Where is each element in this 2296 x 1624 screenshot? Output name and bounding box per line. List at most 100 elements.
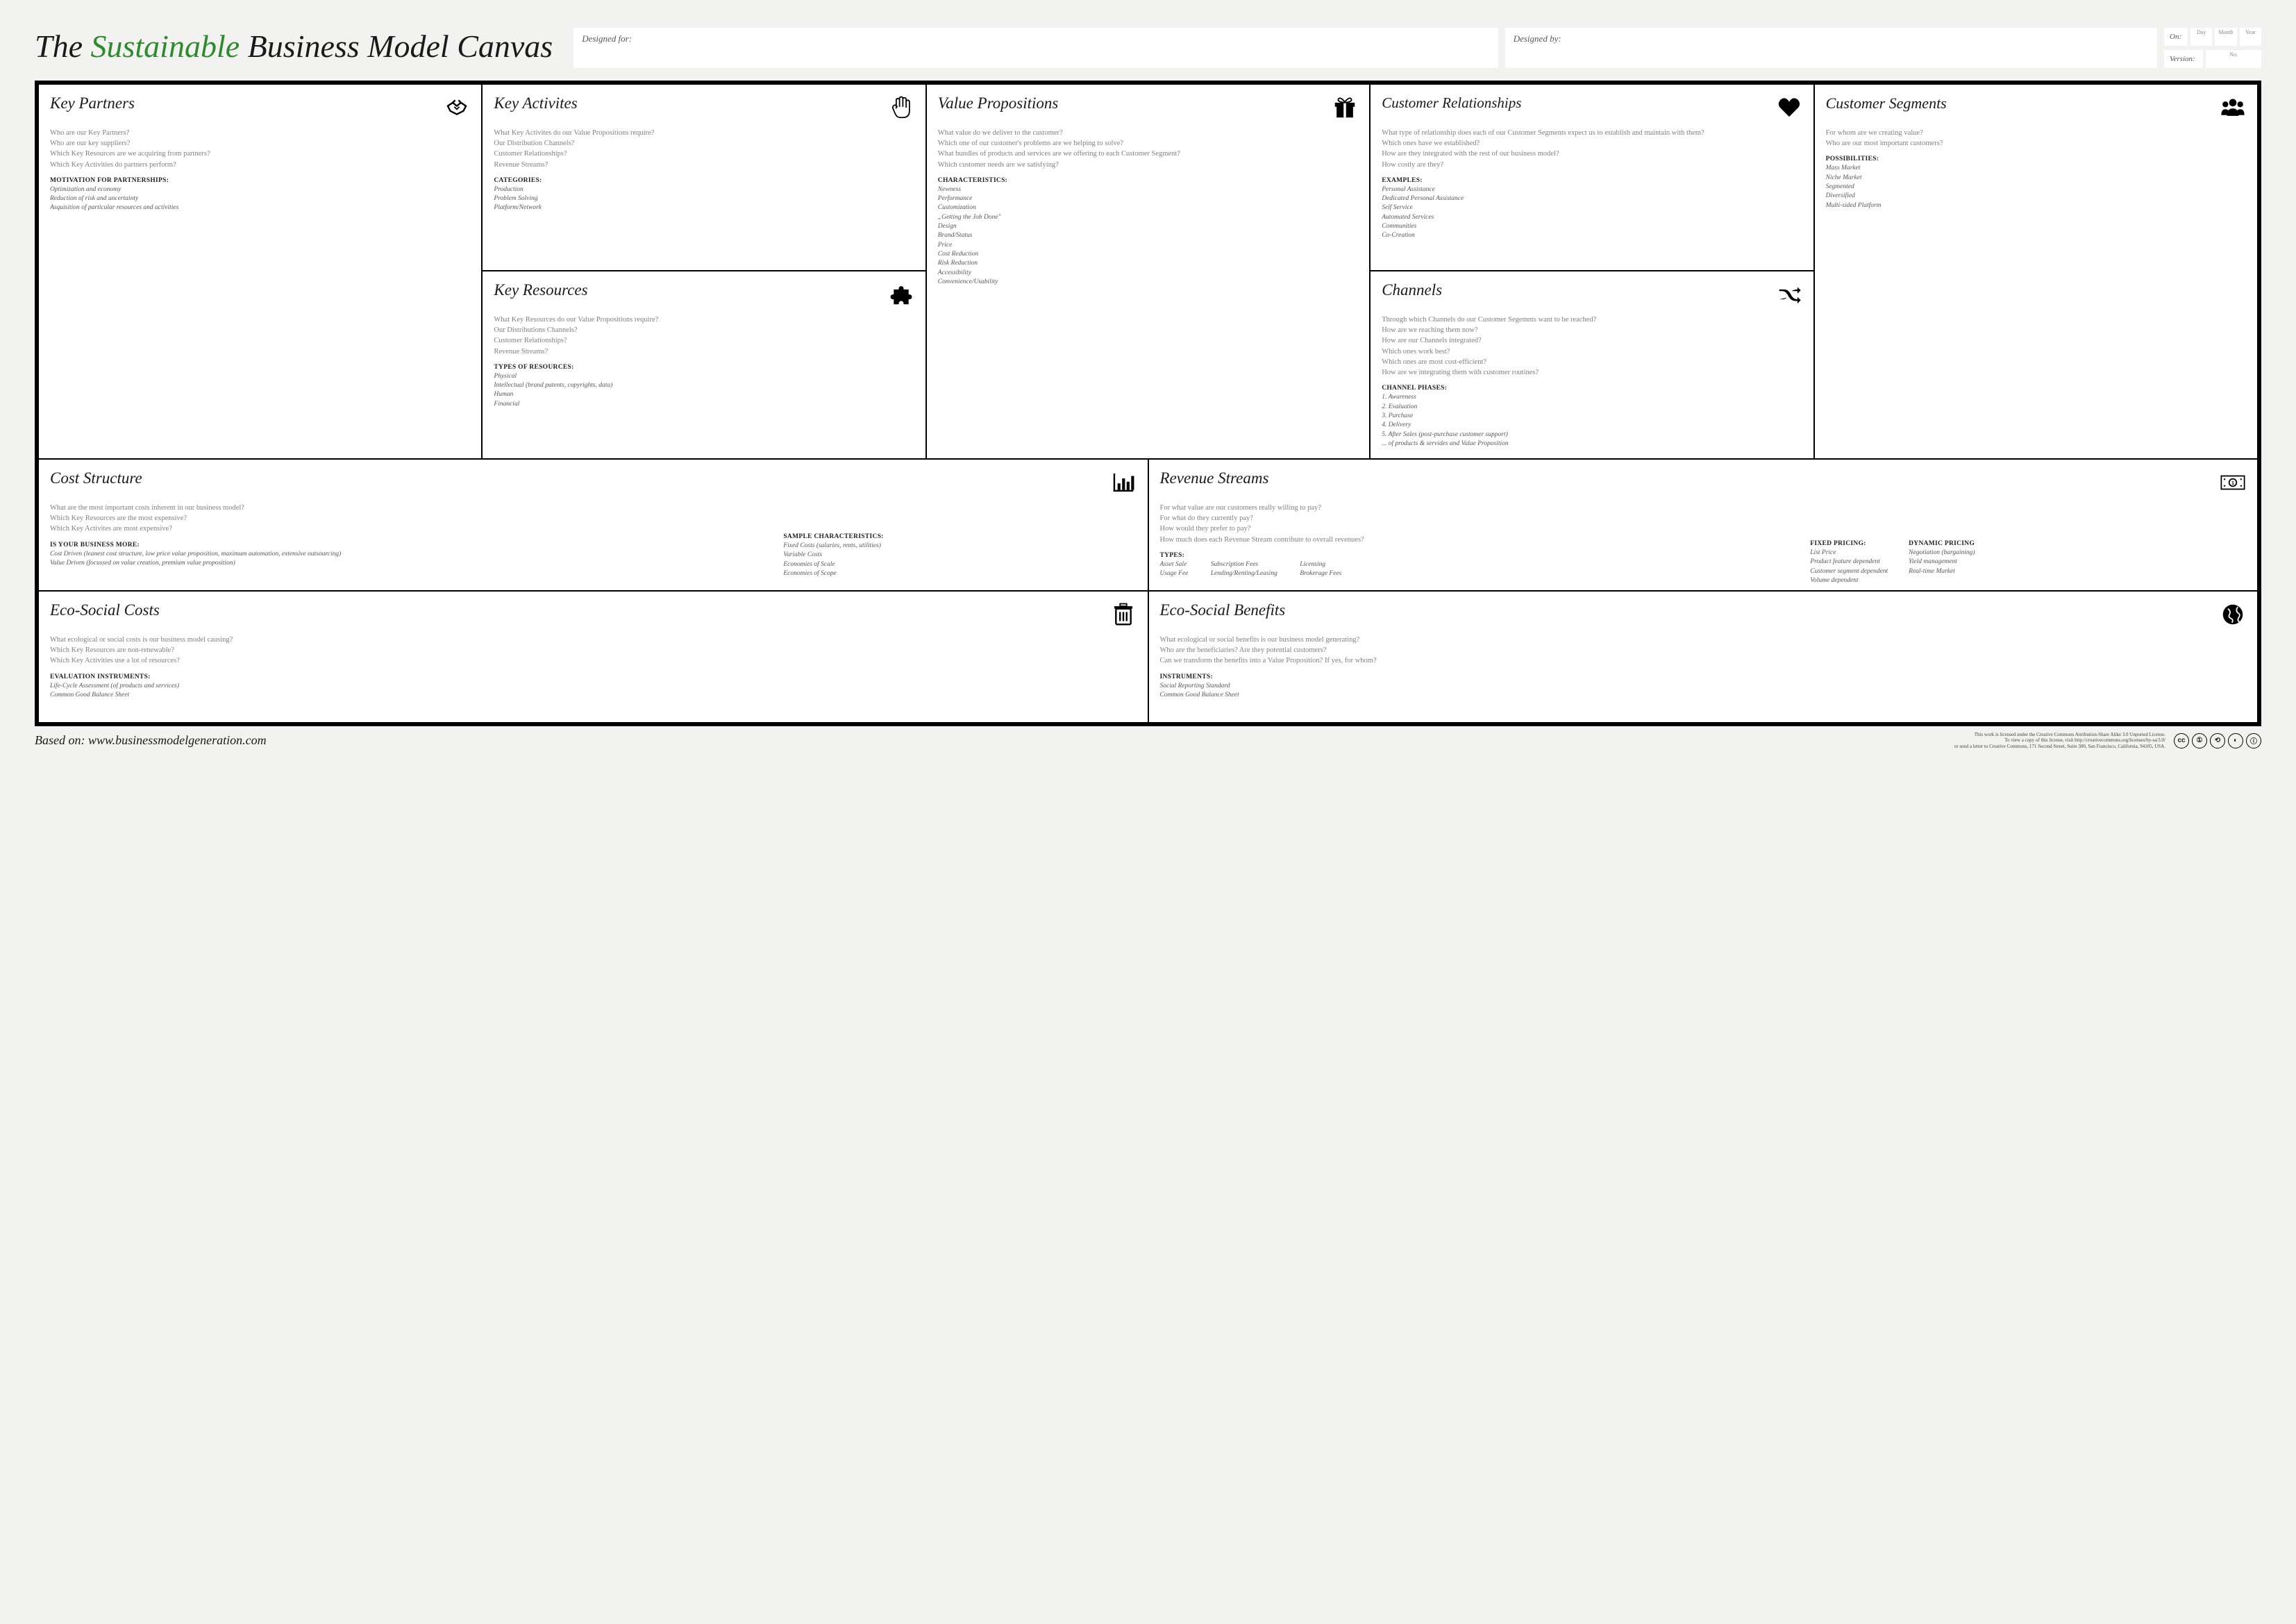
page-title: The Sustainable Business Model Canvas <box>35 28 567 65</box>
title-accent: Sustainable <box>91 28 240 64</box>
dynamic-pricing-items: Negotiation (bargaining)Yield management… <box>1909 549 1975 576</box>
revenue-types: Asset SaleUsage Fee Subscription FeesLen… <box>1160 560 1783 579</box>
gift-icon <box>1332 94 1358 121</box>
key-partners-subhead: MOTIVATION FOR PARTNERSHIPS: <box>50 177 470 184</box>
channels-questions: Through which Channels do our Customer S… <box>1382 315 1802 378</box>
channels-subitems: 1. Awareness2. Evaluation3. Purchase4. D… <box>1382 393 1802 449</box>
based-on: Based on: www.businessmodelgeneration.co… <box>35 733 267 748</box>
rev-types-col2: Subscription FeesLending/Renting/Leasing <box>1211 560 1277 579</box>
by-icon: ① <box>2192 733 2207 748</box>
cost-questions: What are the most important costs inhere… <box>50 503 755 535</box>
trash-icon <box>1110 601 1137 628</box>
key-partners-title: Key Partners <box>50 94 135 112</box>
cost-subhead1: IS YOUR BUSINESS MORE: <box>50 542 755 549</box>
eco-benefits-questions: What ecological or social benefits is ou… <box>1160 635 2247 667</box>
value-prop-questions: What value do we deliver to the customer… <box>938 128 1358 170</box>
cust-rel-subitems: Personal AssistanceDedicated Personal As… <box>1382 185 1802 241</box>
sa-icon: ⟲ <box>2210 733 2225 748</box>
designed-by-box[interactable]: Designed by: <box>1505 28 2157 68</box>
key-partners-subitems: Optimization and economyReduction of ris… <box>50 185 470 213</box>
handshake-icon <box>444 94 470 121</box>
footer: Based on: www.businessmodelgeneration.co… <box>35 732 2261 749</box>
channels-subhead: CHANNEL PHASES: <box>1382 385 1802 392</box>
eco-costs-title: Eco-Social Costs <box>50 601 160 619</box>
puzzle-icon <box>888 281 914 308</box>
eco-costs-subhead: EVALUATION INSTRUMENTS: <box>50 673 1137 680</box>
block-activities-resources: Key Activites What Key Activites do our … <box>482 84 925 459</box>
designed-by-label: Designed by: <box>1514 33 1561 44</box>
key-activities-title: Key Activites <box>494 94 577 112</box>
cust-rel-questions: What type of relationship does each of o… <box>1382 128 1802 170</box>
cc-icon: cc <box>2174 733 2189 748</box>
version-box[interactable]: No. <box>2206 50 2261 68</box>
year-box[interactable]: Year <box>2240 28 2261 46</box>
title-suffix: Business Model Canvas <box>240 28 553 64</box>
value-prop-title: Value Propositions <box>938 94 1059 112</box>
key-resources-title: Key Resources <box>494 281 587 299</box>
key-activities-subhead: CATEGORIES: <box>494 177 914 184</box>
canvas-grid: Key Partners Who are our Key Partners?Wh… <box>35 81 2261 726</box>
month-box[interactable]: Month <box>2215 28 2236 46</box>
eco-benefits-title: Eco-Social Benefits <box>1160 601 1286 619</box>
cust-seg-title: Customer Segments <box>1826 94 1947 112</box>
cust-rel-subhead: EXAMPLES: <box>1382 177 1802 184</box>
cc-icons: cc ① ⟲ ◐ ⓘ <box>2174 733 2261 748</box>
revenue-types-head: TYPES: <box>1160 552 1783 559</box>
barchart-icon <box>1110 469 1137 496</box>
cost-subitems1: Cost Driven (leanest cost structure, low… <box>50 550 755 569</box>
block-cost-structure: Cost Structure What are the most importa… <box>38 459 1148 591</box>
revenue-questions: For what value are our customers really … <box>1160 503 1783 545</box>
nd-icon: ◐ <box>2228 733 2243 748</box>
cust-seg-questions: For whom are we creating value?Who are o… <box>1826 128 2246 149</box>
globe-icon <box>2220 601 2246 628</box>
block-customer-relationships: Customer Relationships What type of rela… <box>1371 85 1813 271</box>
svg-text:1: 1 <box>2231 480 2234 486</box>
key-partners-questions: Who are our Key Partners?Who are our key… <box>50 128 470 170</box>
block-key-resources: Key Resources What Key Resources do our … <box>483 271 925 458</box>
title-prefix: The <box>35 28 91 64</box>
eco-costs-subitems: Life-Cycle Assessment (of products and s… <box>50 682 1137 701</box>
value-prop-subitems: NewnessPerformanceCustomization„Getting … <box>938 185 1358 287</box>
people-icon <box>2220 94 2246 121</box>
version-label: Version: <box>2164 50 2203 68</box>
on-label: On: <box>2164 28 2188 46</box>
channels-title: Channels <box>1382 281 1442 299</box>
attr-icon: ⓘ <box>2246 733 2261 748</box>
license-text: This work is licensed under the Creative… <box>1954 732 2165 749</box>
key-resources-subitems: PhysicalIntellectual (brand patents, cop… <box>494 372 914 409</box>
key-activities-questions: What Key Activites do our Value Proposit… <box>494 128 914 170</box>
dynamic-pricing-head: DYNAMIC PRICING <box>1909 540 1975 547</box>
block-relationships-channels: Customer Relationships What type of rela… <box>1370 84 1813 459</box>
block-revenue-streams: Revenue Streams 1 For what value are our… <box>1148 459 2259 591</box>
block-key-activities: Key Activites What Key Activites do our … <box>483 85 925 271</box>
value-prop-subhead: CHARACTERISTICS: <box>938 177 1358 184</box>
eco-benefits-subhead: INSTRUMENTS: <box>1160 673 2247 680</box>
hand-icon <box>888 94 914 121</box>
designed-for-box[interactable]: Designed for: <box>573 28 1498 68</box>
key-activities-subitems: ProductionProblem SolvingPlatform/Networ… <box>494 185 914 213</box>
designed-for-label: Designed for: <box>582 33 632 44</box>
meta-stack: On: Day Month Year Version: No. <box>2164 28 2261 68</box>
rev-types-col3: LicensingBrokerage Fees <box>1300 560 1341 579</box>
block-eco-costs: Eco-Social Costs What ecological or soci… <box>38 591 1148 723</box>
revenue-title: Revenue Streams <box>1160 469 1269 487</box>
cust-seg-subitems: Mass MarketNiche MarketSegmentedDiversif… <box>1826 164 2246 210</box>
block-key-partners: Key Partners Who are our Key Partners?Wh… <box>38 84 482 459</box>
fixed-pricing-head: FIXED PRICING: <box>1810 540 1888 547</box>
shuffle-icon <box>1776 281 1802 308</box>
cost-subhead2: SAMPLE CHARACTERISTICS: <box>783 533 1136 540</box>
key-resources-subhead: TYPES OF RESOURCES: <box>494 364 914 371</box>
block-channels: Channels Through which Channels do our C… <box>1371 271 1813 458</box>
header: The Sustainable Business Model Canvas De… <box>35 28 2261 68</box>
eco-costs-questions: What ecological or social costs is our b… <box>50 635 1137 667</box>
block-customer-segments: Customer Segments For whom are we creati… <box>1814 84 2258 459</box>
block-eco-benefits: Eco-Social Benefits What ecological or s… <box>1148 591 2259 723</box>
rev-types-col1: Asset SaleUsage Fee <box>1160 560 1189 579</box>
cost-subitems2: Fixed Costs (salaries, rents, utilities)… <box>783 542 1136 578</box>
eco-benefits-subitems: Social Reporting StandardCommon Good Bal… <box>1160 682 2247 701</box>
money-icon: 1 <box>2220 469 2246 496</box>
key-resources-questions: What Key Resources do our Value Proposit… <box>494 315 914 357</box>
day-box[interactable]: Day <box>2190 28 2212 46</box>
block-value-propositions: Value Propositions What value do we deli… <box>926 84 1370 459</box>
cust-rel-title: Customer Relationships <box>1382 94 1521 112</box>
